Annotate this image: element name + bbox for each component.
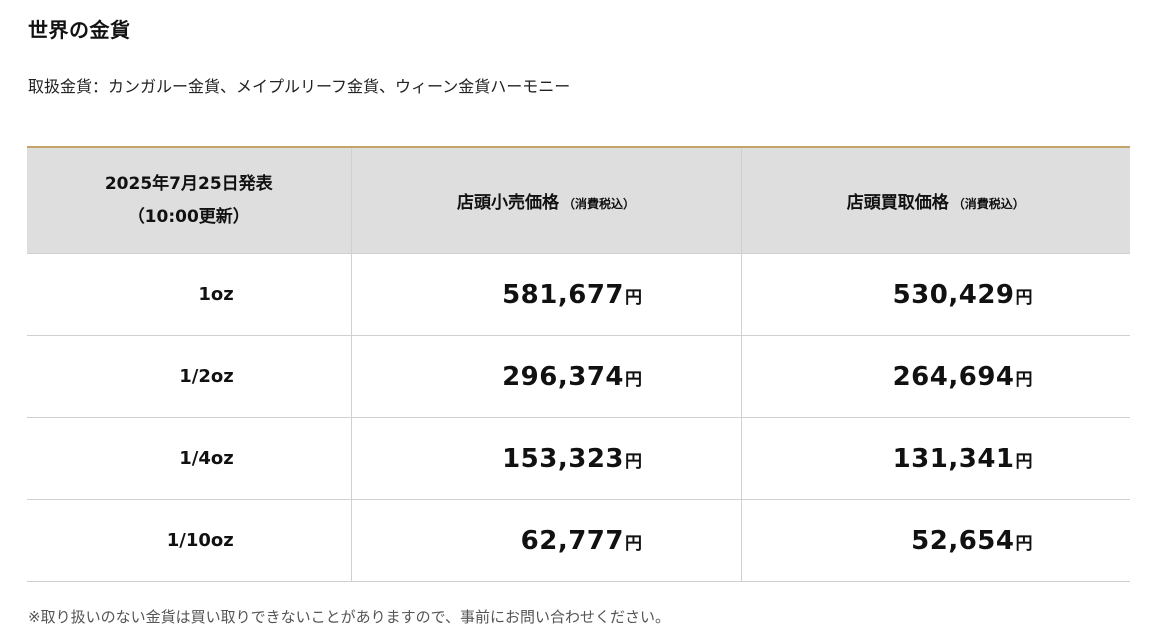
buy-price-value: 264,694 [892, 361, 1015, 392]
date-header: 2025年7月25日発表 （10:00更新） [27, 147, 351, 254]
retail-price-cell: 581,677円 [350, 253, 741, 336]
weight-cell: 1/4oz [27, 417, 351, 500]
buy-price-cell: 264,694円 [740, 335, 1130, 418]
retail-price-value: 153,323 [502, 443, 624, 474]
yen-unit: 円 [625, 451, 643, 472]
table-header-row: 2025年7月25日発表 （10:00更新） 店頭小売価格 （消費税込） 店頭買取… [27, 147, 1130, 254]
buy-price-label: 店頭買取価格 [846, 193, 949, 213]
buy-price-header: 店頭買取価格 （消費税込） [740, 147, 1130, 254]
table-row: 1/4oz 153,323円 131,341円 [27, 417, 1130, 500]
buy-tax-note: （消費税込） [952, 197, 1025, 211]
update-time: （10:00更新） [127, 206, 250, 227]
weight-label: 1oz [198, 284, 234, 305]
table-row: 1/10oz 62,777円 52,654円 [27, 499, 1130, 582]
yen-unit: 円 [1015, 451, 1033, 472]
coin-list-text: 取扱金貨：カンガルー金貨、メイプルリーフ金貨、ウィーン金貨ハーモニー [28, 77, 571, 96]
table-row: 1oz 581,677円 530,429円 [27, 253, 1130, 336]
weight-cell: 1/2oz [27, 335, 351, 418]
yen-unit: 円 [1015, 369, 1033, 390]
buy-price-cell: 530,429円 [740, 253, 1130, 336]
retail-price-header: 店頭小売価格 （消費税込） [350, 147, 741, 254]
retail-price-value: 581,677 [502, 279, 624, 310]
weight-cell: 1oz [27, 253, 351, 336]
retail-price-label: 店頭小売価格 [456, 193, 559, 213]
yen-unit: 円 [625, 369, 643, 390]
yen-unit: 円 [625, 287, 643, 308]
retail-price-cell: 153,323円 [350, 417, 741, 500]
retail-price-value: 62,777 [520, 525, 624, 556]
page-title: 世界の金貨 [28, 18, 131, 42]
retail-price-cell: 62,777円 [350, 499, 741, 582]
weight-label: 1/10oz [166, 530, 234, 551]
buy-price-value: 131,341 [892, 443, 1015, 474]
weight-label: 1/4oz [179, 448, 234, 469]
price-table: 2025年7月25日発表 （10:00更新） 店頭小売価格 （消費税込） 店頭買取… [27, 146, 1130, 582]
table-row: 1/2oz 296,374円 264,694円 [27, 335, 1130, 418]
buy-price-value: 52,654 [911, 525, 1015, 556]
retail-price-value: 296,374 [502, 361, 624, 392]
buy-price-cell: 131,341円 [740, 417, 1130, 500]
yen-unit: 円 [625, 533, 643, 554]
buy-price-cell: 52,654円 [740, 499, 1130, 582]
weight-cell: 1/10oz [27, 499, 351, 582]
retail-tax-note: （消費税込） [562, 197, 635, 211]
retail-price-cell: 296,374円 [350, 335, 741, 418]
yen-unit: 円 [1015, 533, 1033, 554]
yen-unit: 円 [1015, 287, 1033, 308]
weight-label: 1/2oz [179, 366, 234, 387]
buy-price-value: 530,429 [892, 279, 1015, 310]
announce-date: 2025年7月25日発表 [104, 173, 273, 194]
inquiry-note: ※取り扱いのない金貨は買い取りできないことがありますので、事前にお問い合わせくだ… [28, 608, 670, 626]
